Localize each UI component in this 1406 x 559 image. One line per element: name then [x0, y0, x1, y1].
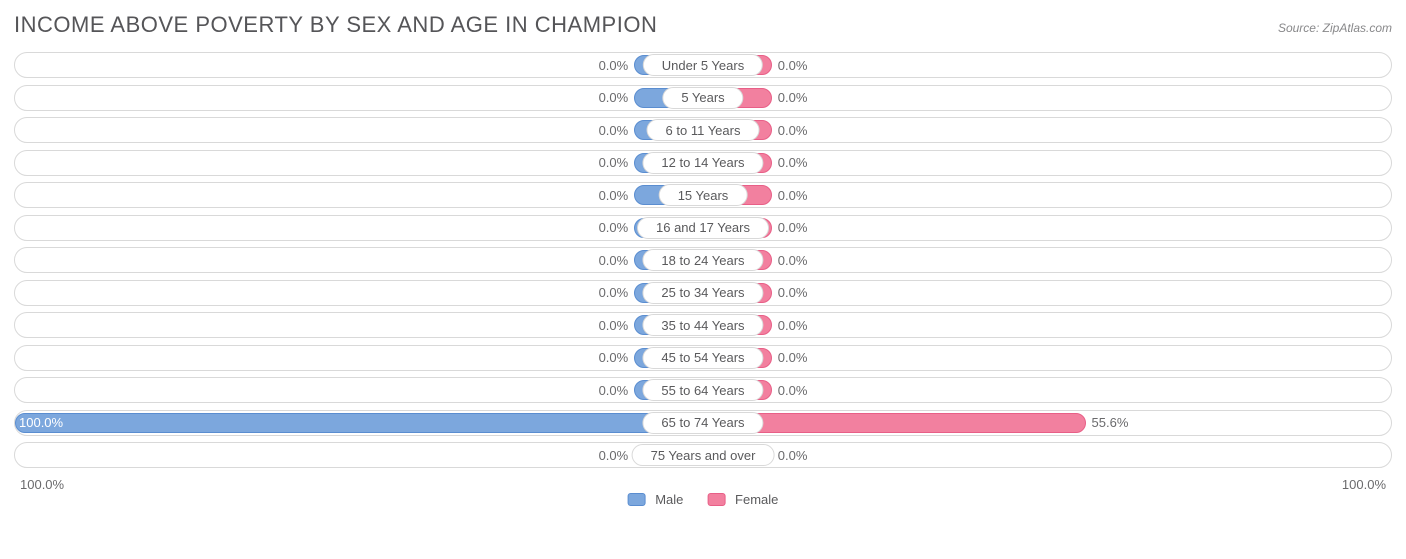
- male-value: 0.0%: [599, 378, 635, 402]
- category-label: 25 to 34 Years: [642, 282, 763, 304]
- male-value: 0.0%: [599, 86, 635, 110]
- male-bar: [15, 413, 703, 433]
- female-value: 0.0%: [772, 378, 808, 402]
- female-value: 0.0%: [772, 248, 808, 272]
- chart-row: 0.0% 0.0% Under 5 Years: [14, 52, 1392, 78]
- category-label: 65 to 74 Years: [642, 412, 763, 434]
- female-value: 0.0%: [772, 216, 808, 240]
- female-value: 0.0%: [772, 183, 808, 207]
- chart-row: 0.0% 0.0% 6 to 11 Years: [14, 117, 1392, 143]
- male-value: 0.0%: [599, 248, 635, 272]
- female-value: 0.0%: [772, 86, 808, 110]
- chart-row: 0.0% 0.0% 25 to 34 Years: [14, 280, 1392, 306]
- chart-row: 0.0% 0.0%16 and 17 Years: [14, 215, 1392, 241]
- category-label: 35 to 44 Years: [642, 314, 763, 336]
- chart-rows: 0.0%0.0%Under 5 Years0.0%0.0%5 Years0.0%…: [14, 52, 1392, 468]
- legend-male-label: Male: [655, 492, 683, 507]
- chart-title: INCOME ABOVE POVERTY BY SEX AND AGE IN C…: [14, 12, 657, 38]
- chart-source: Source: ZipAtlas.com: [1278, 21, 1392, 35]
- category-label: 45 to 54 Years: [642, 347, 763, 369]
- male-value: 0.0%: [599, 53, 635, 77]
- male-value: 0.0%: [599, 346, 635, 370]
- category-label: 12 to 14 Years: [642, 152, 763, 174]
- male-value: 0.0%: [599, 313, 635, 337]
- female-value: 0.0%: [772, 443, 808, 467]
- x-axis: 100.0% 100.0%: [14, 475, 1392, 492]
- chart-row: 0.0% 0.0% 5 Years: [14, 85, 1392, 111]
- female-value: 0.0%: [772, 53, 808, 77]
- chart-footer: 100.0% 100.0% Male Female: [14, 475, 1392, 497]
- male-value: 100.0%: [19, 411, 69, 435]
- axis-left-label: 100.0%: [20, 477, 64, 492]
- category-label: 55 to 64 Years: [642, 379, 763, 401]
- chart-row: 0.0% 0.0% 15 Years: [14, 182, 1392, 208]
- male-value: 0.0%: [599, 216, 635, 240]
- category-label: 18 to 24 Years: [642, 249, 763, 271]
- male-value: 0.0%: [599, 118, 635, 142]
- female-value: 55.6%: [1086, 411, 1129, 435]
- category-label: 75 Years and over: [632, 444, 775, 466]
- female-value: 0.0%: [772, 151, 808, 175]
- male-value: 0.0%: [599, 151, 635, 175]
- female-value: 0.0%: [772, 346, 808, 370]
- swatch-male: [628, 493, 646, 506]
- legend-female: Female: [707, 492, 778, 507]
- category-label: 15 Years: [659, 184, 748, 206]
- chart-row: 0.0% 0.0% 55 to 64 Years: [14, 377, 1392, 403]
- male-value: 0.0%: [599, 281, 635, 305]
- chart-row: 0.0% 0.0%75 Years and over: [14, 442, 1392, 468]
- swatch-female: [707, 493, 725, 506]
- chart-header: INCOME ABOVE POVERTY BY SEX AND AGE IN C…: [14, 12, 1392, 38]
- chart-row: 0.0% 0.0% 35 to 44 Years: [14, 312, 1392, 338]
- chart-row: 0.0% 0.0% 12 to 14 Years: [14, 150, 1392, 176]
- chart-row: 0.0% 0.0% 45 to 54 Years: [14, 345, 1392, 371]
- category-label: Under 5 Years: [643, 54, 763, 76]
- female-value: 0.0%: [772, 281, 808, 305]
- legend-male: Male: [628, 492, 684, 507]
- chart-row: 100.0% 55.6% 65 to 74 Years: [14, 410, 1392, 436]
- female-value: 0.0%: [772, 118, 808, 142]
- axis-right-label: 100.0%: [1342, 477, 1386, 492]
- legend: Male Female: [628, 492, 779, 507]
- category-label: 5 Years: [662, 87, 743, 109]
- male-value: 0.0%: [599, 183, 635, 207]
- male-value: 0.0%: [599, 443, 635, 467]
- chart-row: 0.0% 0.0% 18 to 24 Years: [14, 247, 1392, 273]
- female-value: 0.0%: [772, 313, 808, 337]
- legend-female-label: Female: [735, 492, 778, 507]
- category-label: 6 to 11 Years: [647, 119, 760, 141]
- category-label: 16 and 17 Years: [637, 217, 769, 239]
